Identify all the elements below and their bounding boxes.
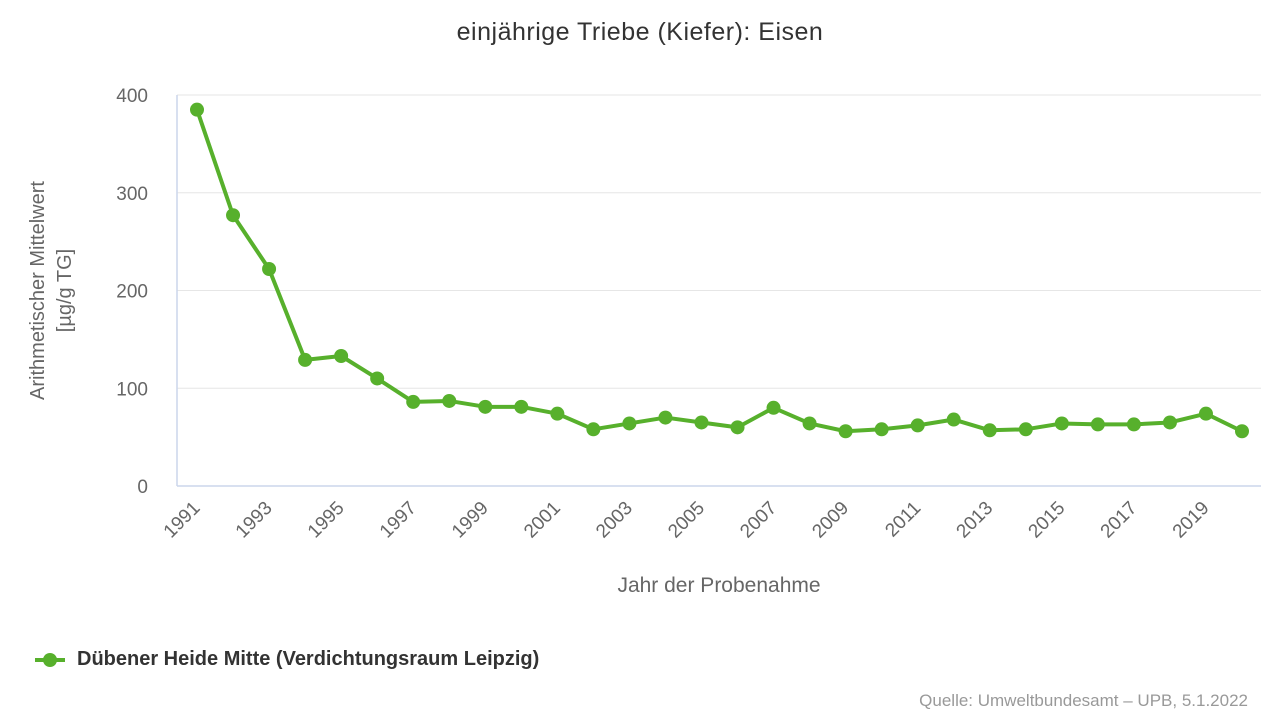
x-axis-title: Jahr der Probenahme	[617, 574, 820, 597]
data-point-marker[interactable]	[370, 371, 385, 386]
y-tick-label: 100	[116, 379, 148, 400]
series-line	[195, 107, 1244, 434]
x-tick-label: 2019	[1169, 498, 1214, 543]
x-tick-label: 2015	[1025, 498, 1070, 543]
y-tick-label: 0	[137, 477, 148, 498]
x-tick-label: 1997	[376, 498, 421, 543]
data-point-marker[interactable]	[1198, 406, 1213, 421]
x-tick-label: 2017	[1097, 498, 1142, 543]
data-point-marker[interactable]	[1235, 424, 1249, 439]
data-point-marker[interactable]	[694, 415, 709, 430]
legend-marker-icon	[35, 652, 65, 667]
x-tick-labels: 1991 1993 1995 1997 1999 2001 2003 2005 2007 2009…	[160, 498, 1214, 543]
data-point-marker[interactable]	[478, 399, 493, 414]
x-tick-label: 2001	[520, 498, 565, 543]
data-point-marker[interactable]	[946, 412, 961, 427]
chart-title: einjährige Triebe (Kiefer): Eisen	[456, 18, 824, 46]
series-markers	[190, 102, 1249, 439]
data-point-marker[interactable]	[262, 261, 277, 276]
x-tick-label: 2013	[953, 498, 998, 543]
y-axis-title: Arithmetischer Mittelwert [µg/g TG]	[27, 181, 76, 400]
data-point-marker[interactable]	[622, 416, 637, 431]
x-tick-label: 1999	[448, 498, 493, 543]
x-tick-label: 2011	[881, 498, 925, 542]
credits-text: Quelle: Umweltbundesamt – UPB, 5.1.2022	[919, 691, 1248, 710]
y-tick-labels: 0 100 200 300 400	[116, 86, 148, 498]
x-tick-label: 1995	[304, 498, 349, 543]
data-point-marker[interactable]	[1018, 422, 1033, 437]
data-point-marker[interactable]	[874, 422, 889, 437]
y-tick-label: 400	[116, 86, 148, 107]
data-point-marker[interactable]	[550, 406, 565, 421]
data-point-marker[interactable]	[1162, 415, 1177, 430]
x-tick-label: 1993	[232, 498, 277, 543]
data-point-marker[interactable]	[226, 208, 241, 223]
data-point-marker[interactable]	[1054, 416, 1069, 431]
data-point-marker[interactable]	[406, 394, 421, 409]
x-tick-label: 1991	[160, 498, 205, 543]
data-point-marker[interactable]	[658, 410, 673, 425]
y-tick-label: 300	[116, 184, 148, 205]
x-tick-label: 2003	[592, 498, 637, 543]
data-point-marker[interactable]	[802, 416, 817, 431]
data-point-marker[interactable]	[298, 352, 313, 367]
data-point-marker[interactable]	[190, 102, 204, 117]
data-point-marker[interactable]	[1090, 417, 1105, 432]
legend-item[interactable]: Dübener Heide Mitte (Verdichtungsraum Le…	[34, 648, 539, 671]
data-point-marker[interactable]	[766, 400, 781, 415]
x-tick-label: 2005	[664, 498, 709, 543]
legend-label: Dübener Heide Mitte (Verdichtungsraum Le…	[77, 648, 540, 670]
x-tick-label: 2007	[736, 498, 781, 543]
data-point-marker[interactable]	[586, 422, 601, 437]
data-point-marker[interactable]	[910, 418, 925, 433]
data-point-marker[interactable]	[838, 424, 853, 439]
data-point-marker[interactable]	[334, 348, 349, 363]
gridlines	[177, 94, 1261, 389]
data-point-marker[interactable]	[1126, 417, 1141, 432]
data-point-marker[interactable]	[982, 423, 997, 438]
data-point-marker[interactable]	[730, 420, 745, 435]
data-point-marker[interactable]	[514, 399, 529, 414]
x-tick-label: 2009	[808, 498, 853, 543]
data-point-marker[interactable]	[442, 393, 457, 408]
y-tick-label: 200	[116, 282, 148, 303]
